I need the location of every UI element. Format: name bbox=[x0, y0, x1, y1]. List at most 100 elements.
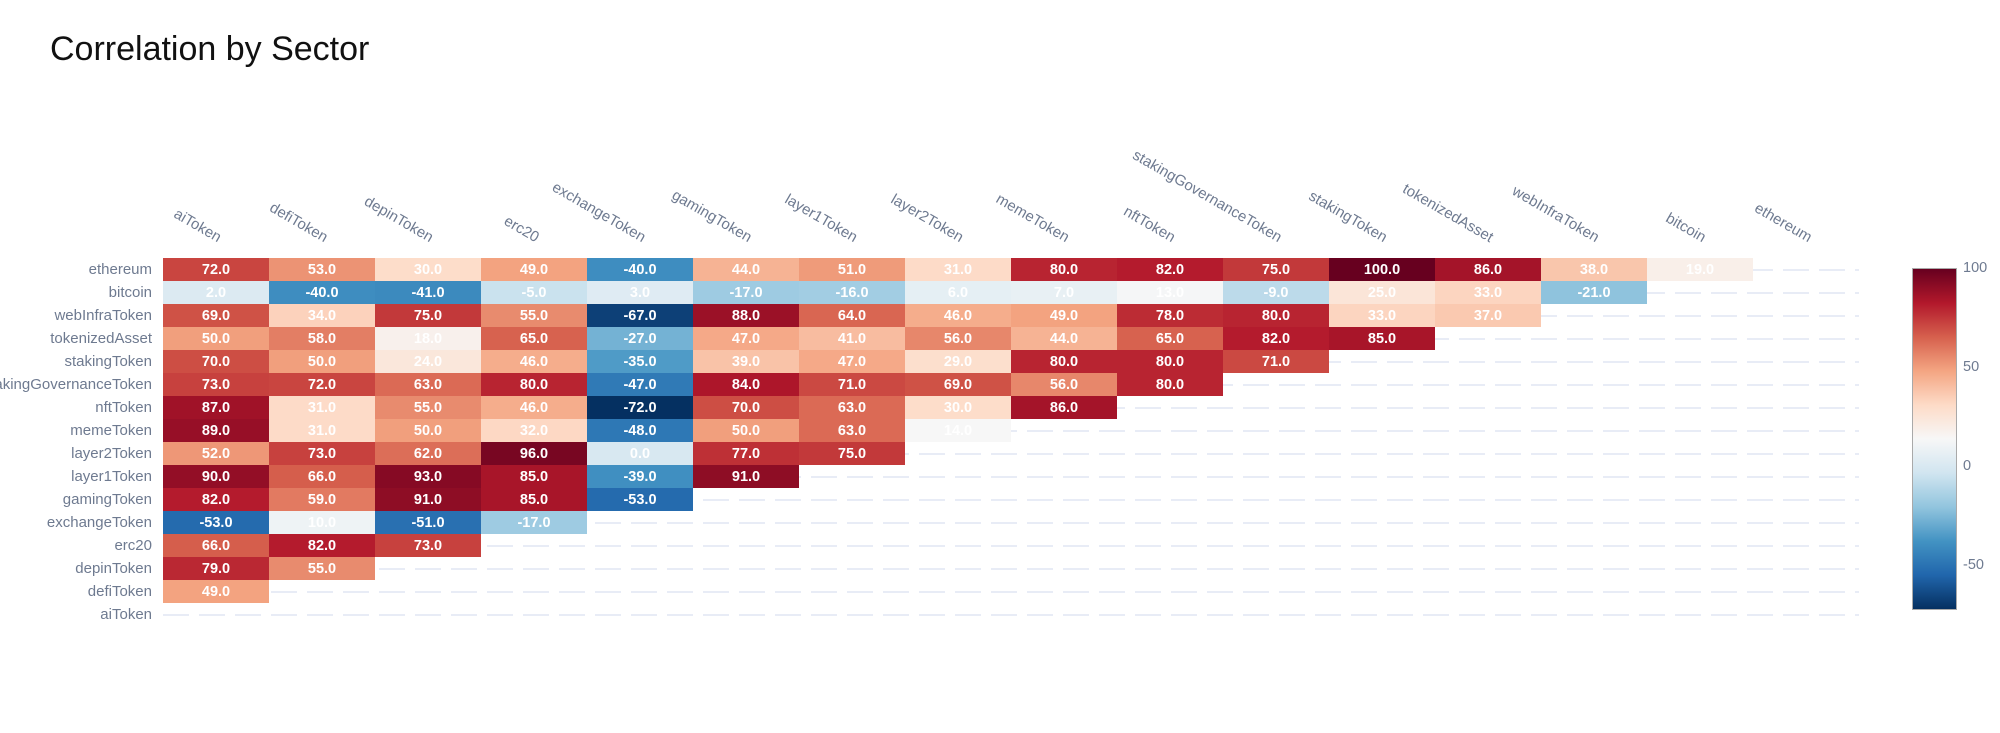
heatmap-cell[interactable]: 51.0 bbox=[799, 258, 905, 281]
heatmap-cell[interactable]: 63.0 bbox=[799, 419, 905, 442]
heatmap-cell[interactable]: 80.0 bbox=[1117, 373, 1223, 396]
heatmap-cell[interactable]: 77.0 bbox=[693, 442, 799, 465]
heatmap-cell[interactable]: 52.0 bbox=[163, 442, 269, 465]
heatmap-cell[interactable]: -9.0 bbox=[1223, 281, 1329, 304]
heatmap-cell[interactable]: 50.0 bbox=[693, 419, 799, 442]
heatmap-cell[interactable]: -16.0 bbox=[799, 281, 905, 304]
heatmap-cell[interactable]: 69.0 bbox=[905, 373, 1011, 396]
heatmap-cell[interactable]: 50.0 bbox=[163, 327, 269, 350]
heatmap-cell[interactable]: 79.0 bbox=[163, 557, 269, 580]
heatmap-cell[interactable]: 65.0 bbox=[1117, 327, 1223, 350]
heatmap-cell[interactable]: 86.0 bbox=[1011, 396, 1117, 419]
heatmap-cell[interactable]: 49.0 bbox=[163, 580, 269, 603]
heatmap-cell[interactable]: 91.0 bbox=[693, 465, 799, 488]
heatmap-cell[interactable]: 44.0 bbox=[693, 258, 799, 281]
heatmap-cell[interactable]: 72.0 bbox=[269, 373, 375, 396]
heatmap-cell[interactable]: 24.0 bbox=[375, 350, 481, 373]
heatmap-cell[interactable]: 50.0 bbox=[269, 350, 375, 373]
heatmap-cell[interactable]: 71.0 bbox=[1223, 350, 1329, 373]
heatmap-cell[interactable]: 80.0 bbox=[1011, 350, 1117, 373]
heatmap-cell[interactable]: 66.0 bbox=[163, 534, 269, 557]
heatmap-cell[interactable]: -53.0 bbox=[587, 488, 693, 511]
heatmap-cell[interactable]: 84.0 bbox=[693, 373, 799, 396]
heatmap-cell[interactable]: 85.0 bbox=[1329, 327, 1435, 350]
heatmap-cell[interactable]: 46.0 bbox=[481, 396, 587, 419]
heatmap-cell[interactable]: -35.0 bbox=[587, 350, 693, 373]
heatmap-cell[interactable]: 80.0 bbox=[1223, 304, 1329, 327]
heatmap-cell[interactable]: 75.0 bbox=[375, 304, 481, 327]
heatmap-cell[interactable]: 80.0 bbox=[1117, 350, 1223, 373]
heatmap-cell[interactable]: 71.0 bbox=[799, 373, 905, 396]
heatmap-cell[interactable]: 89.0 bbox=[163, 419, 269, 442]
heatmap-cell[interactable]: 33.0 bbox=[1435, 281, 1541, 304]
heatmap-cell[interactable]: 69.0 bbox=[163, 304, 269, 327]
heatmap-cell[interactable]: 46.0 bbox=[481, 350, 587, 373]
heatmap-cell[interactable]: 29.0 bbox=[905, 350, 1011, 373]
heatmap-cell[interactable]: 30.0 bbox=[905, 396, 1011, 419]
heatmap-cell[interactable]: 82.0 bbox=[1117, 258, 1223, 281]
heatmap-cell[interactable]: 82.0 bbox=[1223, 327, 1329, 350]
heatmap-cell[interactable]: 73.0 bbox=[269, 442, 375, 465]
heatmap-cell[interactable]: 37.0 bbox=[1435, 304, 1541, 327]
heatmap-cell[interactable]: 56.0 bbox=[905, 327, 1011, 350]
heatmap-cell[interactable]: 82.0 bbox=[163, 488, 269, 511]
heatmap-cell[interactable]: 47.0 bbox=[693, 327, 799, 350]
heatmap-cell[interactable]: 70.0 bbox=[163, 350, 269, 373]
heatmap-cell[interactable]: 63.0 bbox=[799, 396, 905, 419]
heatmap-cell[interactable]: 63.0 bbox=[375, 373, 481, 396]
heatmap-cell[interactable]: -17.0 bbox=[481, 511, 587, 534]
heatmap-cell[interactable]: 91.0 bbox=[375, 488, 481, 511]
heatmap-cell[interactable]: -41.0 bbox=[375, 281, 481, 304]
heatmap-cell[interactable]: 2.0 bbox=[163, 281, 269, 304]
heatmap-cell[interactable]: 55.0 bbox=[269, 557, 375, 580]
heatmap-cell[interactable]: 6.0 bbox=[905, 281, 1011, 304]
heatmap-cell[interactable]: 80.0 bbox=[1011, 258, 1117, 281]
heatmap-cell[interactable]: -27.0 bbox=[587, 327, 693, 350]
heatmap-cell[interactable]: 19.0 bbox=[1647, 258, 1753, 281]
heatmap-cell[interactable]: -40.0 bbox=[269, 281, 375, 304]
heatmap-cell[interactable]: 56.0 bbox=[1011, 373, 1117, 396]
heatmap-cell[interactable]: 7.0 bbox=[1011, 281, 1117, 304]
heatmap-cell[interactable]: 85.0 bbox=[481, 465, 587, 488]
heatmap-cell[interactable]: 55.0 bbox=[481, 304, 587, 327]
heatmap-cell[interactable]: 50.0 bbox=[375, 419, 481, 442]
heatmap-cell[interactable]: -48.0 bbox=[587, 419, 693, 442]
heatmap-cell[interactable]: -21.0 bbox=[1541, 281, 1647, 304]
heatmap-cell[interactable]: 64.0 bbox=[799, 304, 905, 327]
heatmap-cell[interactable]: 80.0 bbox=[481, 373, 587, 396]
heatmap-cell[interactable]: 31.0 bbox=[269, 396, 375, 419]
heatmap-cell[interactable]: -53.0 bbox=[163, 511, 269, 534]
heatmap-cell[interactable]: 59.0 bbox=[269, 488, 375, 511]
heatmap-cell[interactable]: 85.0 bbox=[481, 488, 587, 511]
heatmap-cell[interactable]: 82.0 bbox=[269, 534, 375, 557]
heatmap-cell[interactable]: -51.0 bbox=[375, 511, 481, 534]
heatmap-cell[interactable]: 34.0 bbox=[269, 304, 375, 327]
heatmap-cell[interactable]: 75.0 bbox=[1223, 258, 1329, 281]
heatmap-cell[interactable]: 46.0 bbox=[905, 304, 1011, 327]
heatmap-cell[interactable]: 73.0 bbox=[375, 534, 481, 557]
heatmap-cell[interactable]: 96.0 bbox=[481, 442, 587, 465]
heatmap-cell[interactable]: 44.0 bbox=[1011, 327, 1117, 350]
heatmap-cell[interactable]: 100.0 bbox=[1329, 258, 1435, 281]
heatmap-cell[interactable]: 47.0 bbox=[799, 350, 905, 373]
heatmap-cell[interactable]: 38.0 bbox=[1541, 258, 1647, 281]
heatmap-cell[interactable]: -39.0 bbox=[587, 465, 693, 488]
heatmap-cell[interactable]: 49.0 bbox=[481, 258, 587, 281]
heatmap-cell[interactable]: 65.0 bbox=[481, 327, 587, 350]
heatmap-cell[interactable]: 32.0 bbox=[481, 419, 587, 442]
heatmap-cell[interactable]: 14.0 bbox=[905, 419, 1011, 442]
heatmap-cell[interactable]: 30.0 bbox=[375, 258, 481, 281]
heatmap-cell[interactable]: 86.0 bbox=[1435, 258, 1541, 281]
heatmap-cell[interactable]: 62.0 bbox=[375, 442, 481, 465]
heatmap-cell[interactable]: 72.0 bbox=[163, 258, 269, 281]
heatmap-cell[interactable]: 49.0 bbox=[1011, 304, 1117, 327]
heatmap-cell[interactable]: 0.0 bbox=[587, 442, 693, 465]
heatmap-cell[interactable]: 75.0 bbox=[799, 442, 905, 465]
heatmap-cell[interactable]: 13.0 bbox=[1117, 281, 1223, 304]
heatmap-cell[interactable]: 31.0 bbox=[905, 258, 1011, 281]
heatmap-cell[interactable]: 66.0 bbox=[269, 465, 375, 488]
heatmap-cell[interactable]: 88.0 bbox=[693, 304, 799, 327]
heatmap-cell[interactable]: 73.0 bbox=[163, 373, 269, 396]
heatmap-cell[interactable]: 10.0 bbox=[269, 511, 375, 534]
heatmap-cell[interactable]: 18.0 bbox=[375, 327, 481, 350]
